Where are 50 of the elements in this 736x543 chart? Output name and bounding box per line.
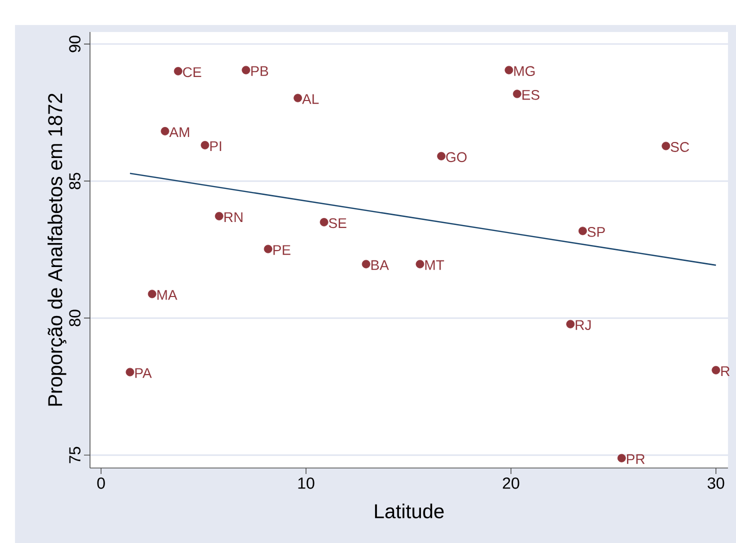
point [126,368,134,376]
point [294,94,302,102]
annotation: PI [210,141,222,151]
annotation: MT [425,260,444,270]
annotation: PA [135,368,152,378]
annotation: RJ [576,320,591,330]
y-tick-label: 90 [69,36,80,52]
point [320,218,328,226]
point [242,66,250,74]
y-tick-label: 80 [69,310,80,326]
annotation: AL [302,94,319,104]
annotation: R [721,366,730,376]
y-tick-label: 85 [69,172,80,190]
point [174,66,182,76]
point [617,454,626,462]
y-axis-title: Proporção de Analfabetos em 1872 [48,94,66,406]
annotation: PB [251,66,268,76]
annotation: GO [446,152,467,162]
point [200,140,210,150]
point [566,320,575,328]
point [578,226,587,236]
point [160,126,170,136]
annotation: SP [588,226,605,237]
y-tick-label: 75 [69,446,80,464]
annotation: ES [522,90,540,100]
point [214,212,224,220]
annotation: SE [328,218,346,228]
point [504,66,514,74]
x-tick-label: 10 [298,478,314,489]
point [416,260,424,268]
x-tick-label: 0 [97,478,105,489]
point [362,260,370,268]
annotation: CE [183,67,202,78]
point [148,290,156,298]
annotation: RN [224,212,242,222]
point [662,142,670,150]
x-tick-label: 30 [708,478,724,489]
annotation: MA [157,290,178,300]
x-axis-title: Latitude [375,504,444,518]
x-tick-label: 20 [502,478,520,489]
point [437,152,446,160]
annotation: PE [273,245,290,255]
point [712,366,720,374]
annotation: MG [514,66,535,76]
point [264,244,272,254]
annotation: SC [670,142,690,152]
point [512,90,522,98]
annotation: BA [371,260,389,270]
annotation: AM [169,127,190,138]
annotation: PR [627,454,645,464]
